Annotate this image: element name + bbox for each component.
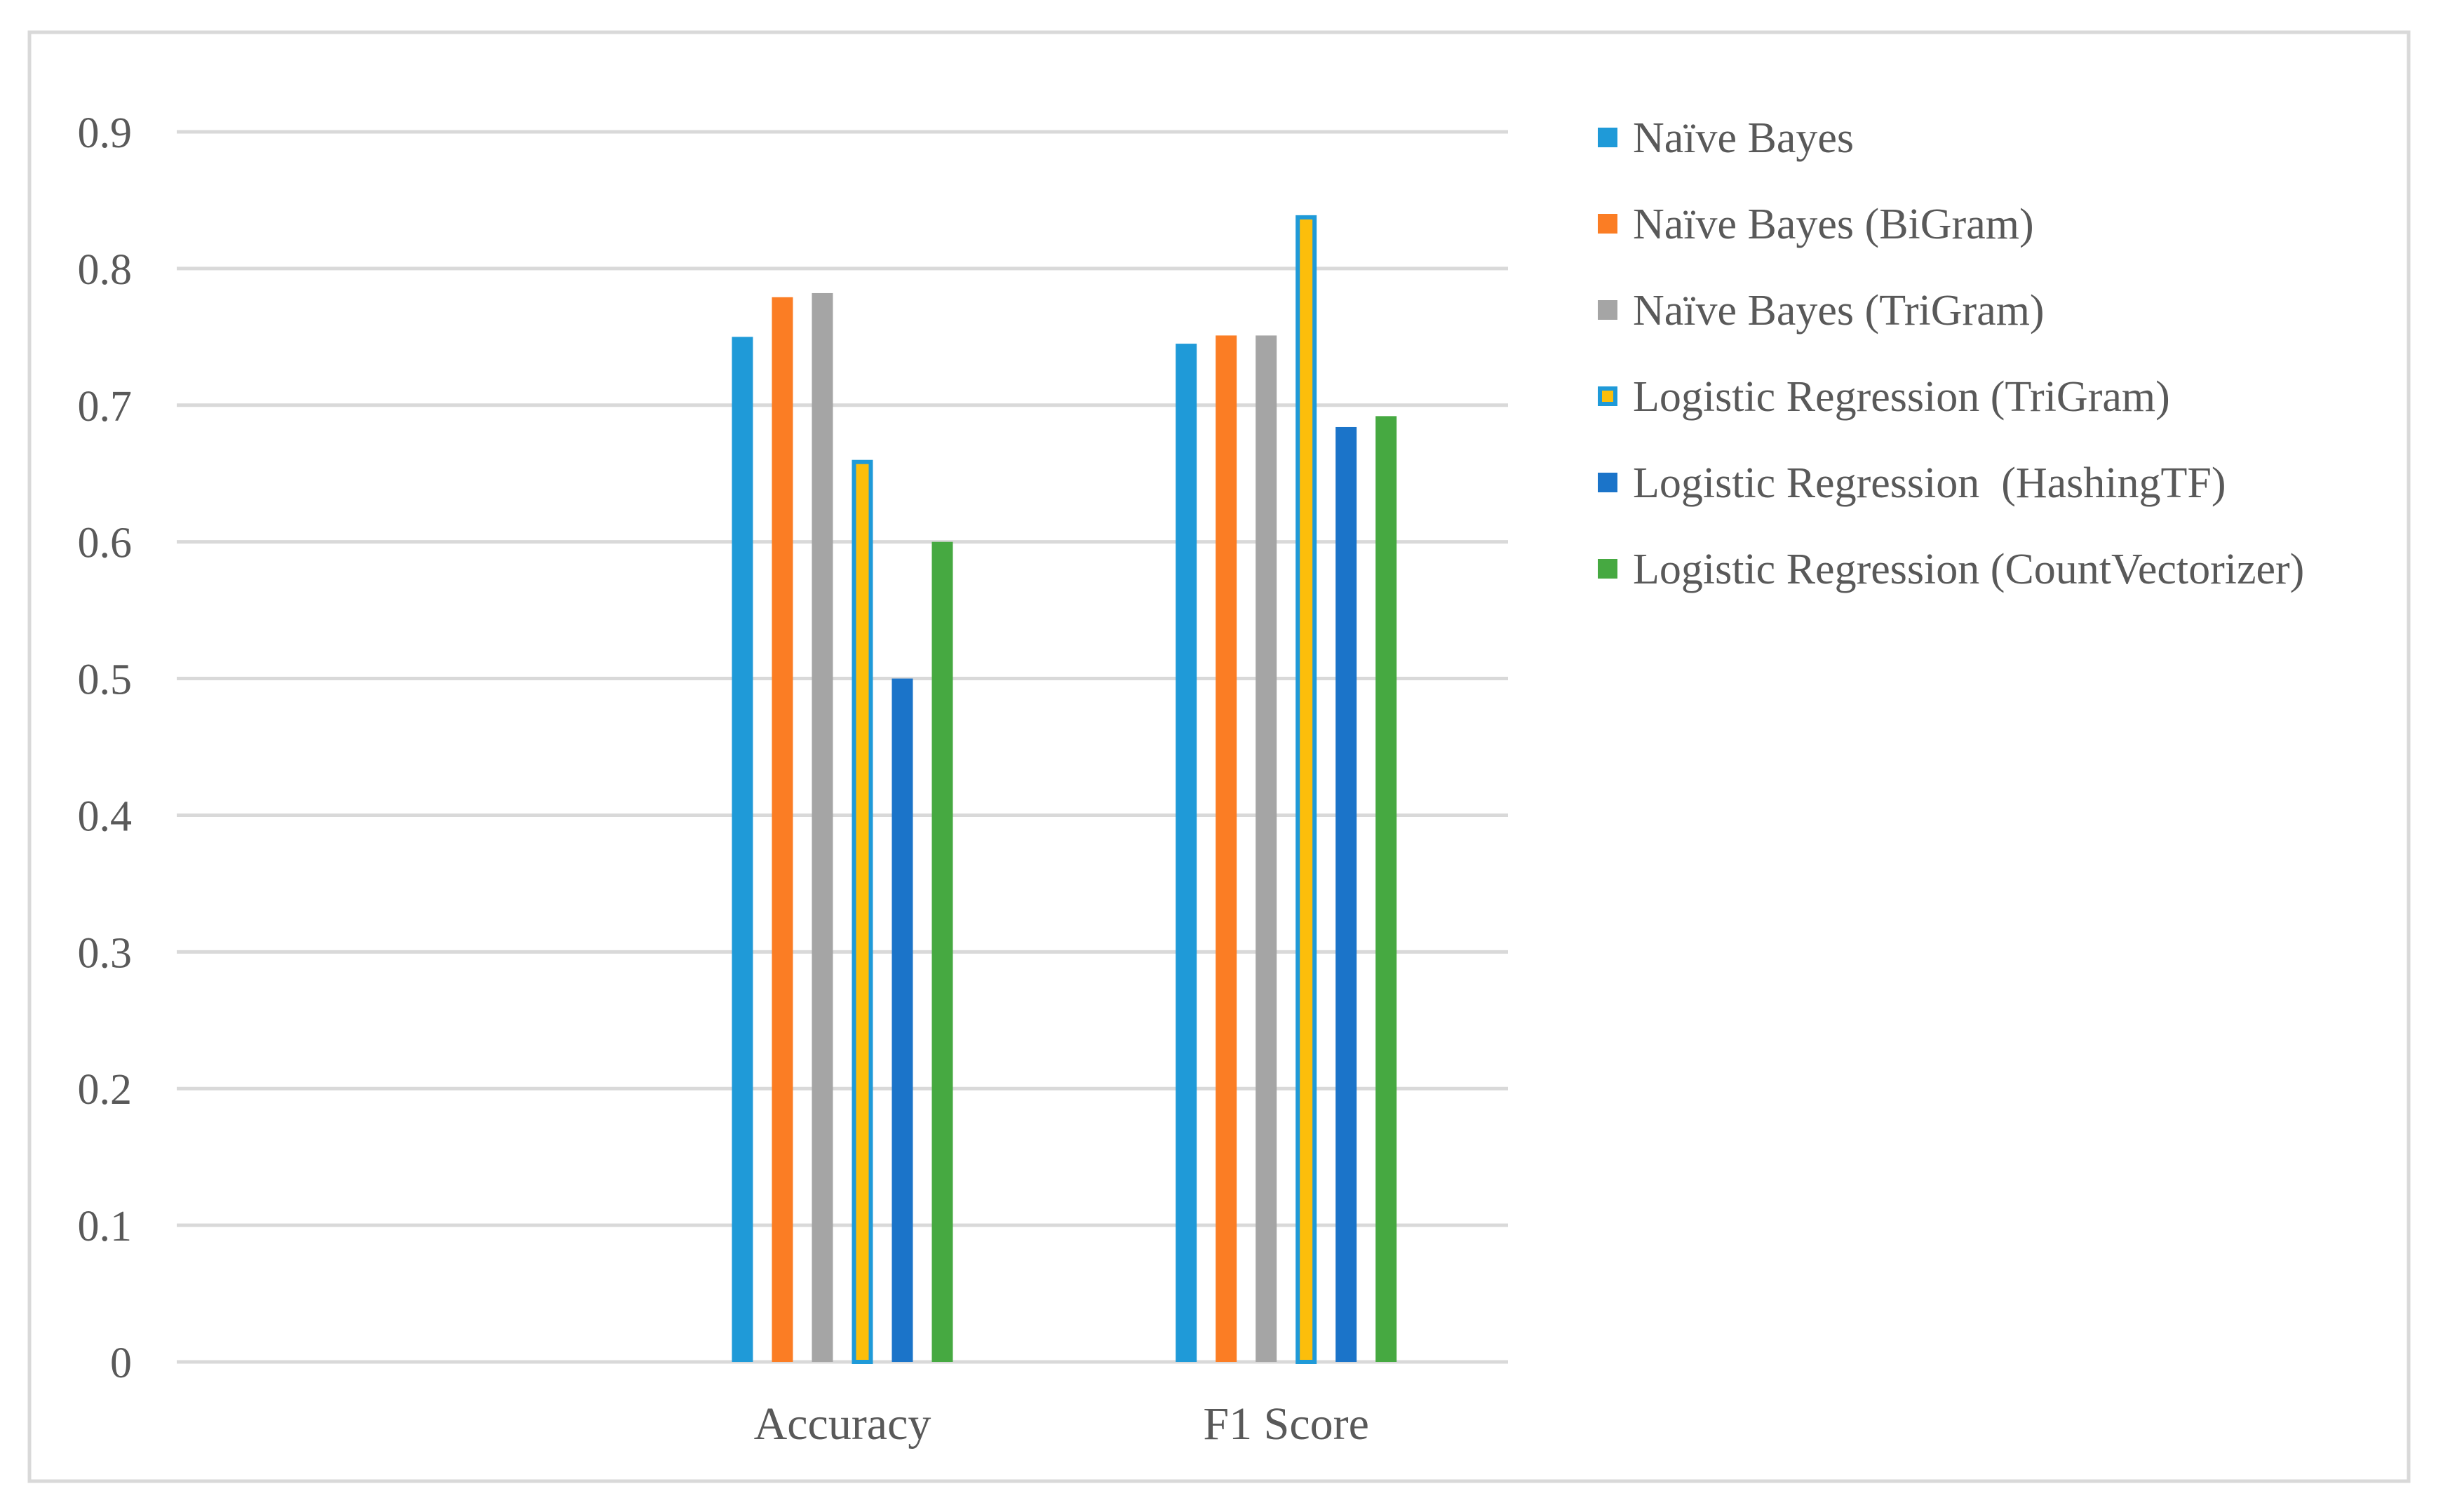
legend-item: Naïve Bayes (BiGram) <box>1598 201 2034 248</box>
legend-item: Logistic Regression (TriGram) <box>1598 373 2170 421</box>
y-tick-label: 0.1 <box>78 1203 133 1250</box>
bars <box>732 215 1397 1365</box>
legend: Naïve Bayes Naïve Bayes (BiGram) Naïve Bay… <box>1598 114 2304 593</box>
bar <box>1176 344 1197 1363</box>
bar <box>1256 335 1277 1363</box>
legend-item: Naïve Bayes <box>1598 114 1854 162</box>
bar <box>812 292 833 1363</box>
y-tick-label: 0.2 <box>78 1066 133 1114</box>
y-tick-label: 0.4 <box>78 792 133 840</box>
x-tick-label: Accuracy <box>754 1398 931 1450</box>
y-tick-label: 0 <box>110 1339 132 1387</box>
legend-swatch <box>1598 386 1617 406</box>
y-tick-label: 0.7 <box>78 383 133 431</box>
bar <box>1295 215 1317 1365</box>
legend-swatch <box>1598 300 1617 320</box>
bar <box>852 459 873 1365</box>
legend-label: Logistic Regression (HashingTF) <box>1633 459 2226 507</box>
legend-item: Logistic Regression (HashingTF) <box>1598 459 2226 507</box>
x-axis-tick-labels: Accuracy F1 Score <box>754 1398 1369 1450</box>
y-axis-tick-labels: 0 0.1 0.2 0.3 0.4 0.5 0.6 0.7 0.8 0.9 <box>78 109 133 1387</box>
bar <box>1335 426 1357 1363</box>
legend-item: Naïve Bayes (TriGram) <box>1598 287 2045 335</box>
y-tick-label: 0.3 <box>78 929 133 977</box>
bar <box>931 541 953 1362</box>
legend-label: Logistic Regression (TriGram) <box>1633 373 2170 421</box>
bar <box>1216 335 1237 1363</box>
bar <box>891 678 913 1362</box>
legend-label: Naïve Bayes (TriGram) <box>1633 287 2045 335</box>
x-tick-label: F1 Score <box>1203 1398 1368 1450</box>
y-tick-label: 0.9 <box>78 109 133 157</box>
bar <box>732 337 753 1362</box>
legend-label: Naïve Bayes <box>1633 114 1854 162</box>
y-tick-label: 0.5 <box>78 656 133 704</box>
bar <box>772 297 793 1362</box>
legend-swatch <box>1598 128 1617 147</box>
legend-swatch <box>1598 214 1617 234</box>
legend-label: Naïve Bayes (BiGram) <box>1633 201 2034 248</box>
gridlines <box>177 130 1508 1364</box>
legend-item: Logistic Regression (CountVectorizer) <box>1598 546 2304 593</box>
legend-swatch <box>1598 559 1617 579</box>
legend-label: Logistic Regression (CountVectorizer) <box>1633 546 2304 593</box>
bar <box>1375 416 1397 1362</box>
y-tick-label: 0.6 <box>78 520 133 567</box>
y-tick-label: 0.8 <box>78 246 133 294</box>
legend-swatch <box>1598 473 1617 492</box>
